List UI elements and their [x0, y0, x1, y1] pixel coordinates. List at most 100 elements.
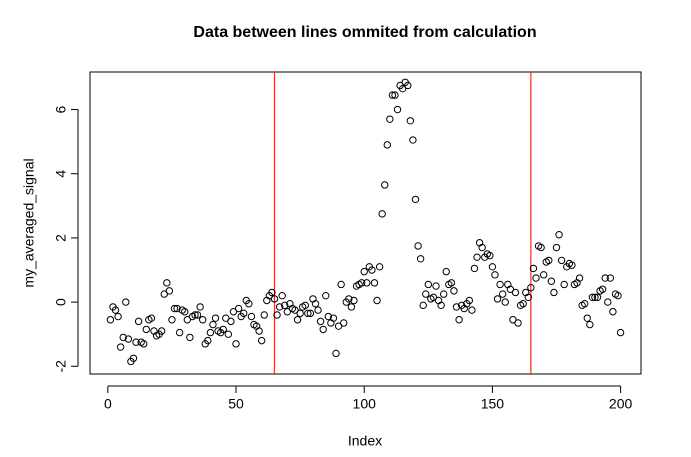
data-point [575, 274, 584, 282]
data-point [424, 280, 433, 289]
data-point [386, 115, 394, 123]
data-point [160, 290, 168, 298]
data-point [514, 319, 522, 327]
data-point [593, 293, 602, 301]
data-point [306, 309, 315, 318]
data-point [311, 300, 320, 308]
data-point [273, 311, 281, 319]
data-point [455, 316, 463, 324]
data-point [555, 231, 563, 239]
data-point [347, 303, 356, 311]
data-point [293, 316, 302, 324]
data-point [134, 317, 143, 326]
data-point [114, 312, 122, 321]
data-point [529, 264, 538, 273]
y-tick-label: 4 [53, 170, 69, 178]
data-point [199, 316, 207, 324]
data-point [275, 303, 284, 311]
data-point [547, 277, 556, 285]
data-point [340, 319, 348, 327]
data-point [116, 343, 125, 351]
y-tick-label: 0 [53, 298, 69, 306]
data-point [478, 243, 486, 252]
data-point [498, 290, 507, 298]
data-point [157, 327, 166, 335]
data-point [539, 271, 548, 279]
data-point [232, 340, 240, 348]
data-point [511, 288, 520, 297]
data-point [229, 308, 238, 316]
data-point [170, 304, 179, 313]
x-tick-label: 50 [228, 396, 244, 412]
data-point [181, 308, 189, 316]
data-point [278, 291, 286, 300]
data-point [209, 320, 217, 329]
data-point [334, 322, 343, 330]
data-point [468, 306, 476, 314]
data-point [147, 314, 156, 322]
data-point [442, 267, 450, 276]
data-point [452, 303, 461, 311]
data-point [247, 312, 256, 321]
x-tick-label: 150 [481, 396, 505, 412]
data-point [388, 91, 397, 99]
data-point [316, 317, 325, 326]
data-point [488, 263, 497, 271]
data-point [142, 325, 150, 334]
data-point [470, 264, 479, 273]
data-point [465, 296, 474, 305]
data-point [255, 327, 263, 335]
data-point [337, 280, 345, 289]
data-point [314, 306, 322, 314]
data-point [304, 309, 312, 318]
x-tick-label: 100 [353, 396, 377, 412]
data-point [586, 320, 594, 329]
data-point [588, 293, 597, 301]
data-point [416, 255, 425, 263]
data-point [132, 338, 140, 346]
data-point [616, 328, 625, 337]
data-point [211, 314, 220, 322]
data-point [550, 288, 558, 297]
data-point [283, 308, 292, 316]
data-point [557, 256, 566, 265]
data-point [245, 300, 253, 308]
data-point [219, 325, 227, 334]
data-point [568, 261, 576, 269]
data-point [604, 298, 612, 306]
data-point [224, 330, 233, 338]
data-point [196, 303, 204, 311]
data-point [227, 317, 235, 326]
data-point [560, 280, 568, 289]
data-point [332, 349, 340, 358]
data-point [419, 301, 427, 310]
data-point [122, 298, 130, 306]
data-point [398, 84, 407, 93]
data-point [281, 301, 289, 310]
data-point [532, 274, 540, 282]
data-point [552, 243, 561, 252]
data-point [234, 304, 243, 313]
data-point [119, 333, 127, 342]
data-point [186, 333, 194, 342]
data-point [545, 256, 553, 265]
data-point [429, 293, 438, 301]
data-point [393, 105, 402, 114]
data-point [319, 325, 327, 334]
data-point [124, 335, 133, 343]
data-point [240, 309, 248, 318]
data-point [447, 279, 456, 287]
data-point [111, 306, 120, 314]
x-tick-label: 0 [104, 396, 112, 412]
data-point [206, 328, 215, 337]
data-point [496, 280, 504, 289]
data-point [439, 290, 448, 298]
y-tick-label: -2 [53, 360, 69, 373]
data-point [222, 314, 230, 322]
data-point [437, 301, 445, 310]
data-point [591, 293, 599, 301]
data-point [506, 285, 515, 293]
data-point [583, 314, 591, 322]
data-point [422, 290, 430, 298]
